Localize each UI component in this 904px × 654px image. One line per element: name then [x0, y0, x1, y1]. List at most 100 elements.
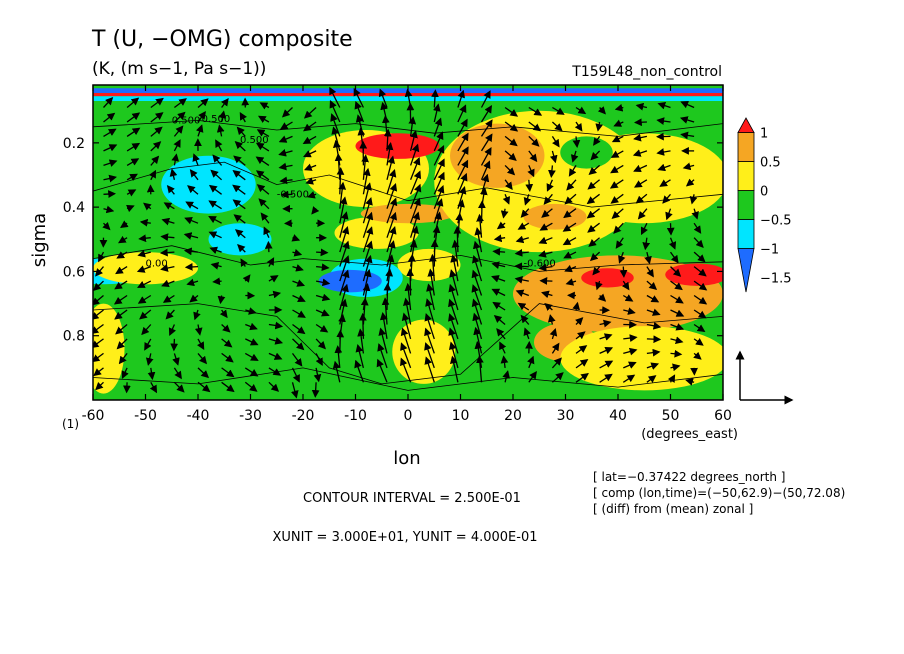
wind-vector [232, 170, 246, 181]
wind-vector [315, 323, 329, 333]
wind-vector [646, 266, 654, 278]
wind-vector [336, 329, 345, 354]
wind-vector [502, 194, 510, 205]
wind-vector [126, 142, 141, 152]
wind-vector [646, 335, 662, 344]
contour-fill-region [560, 326, 723, 391]
wind-vector [102, 221, 111, 231]
contour-fill-region [450, 123, 545, 188]
wind-vector [165, 309, 175, 320]
wind-vector [125, 204, 135, 213]
wind-vector [449, 355, 459, 383]
wind-vector [592, 266, 601, 276]
colorbar-label: 0 [760, 185, 768, 200]
wind-vector [193, 309, 201, 321]
wind-vector [528, 135, 540, 147]
wind-vector [117, 235, 128, 244]
wind-vector [173, 381, 185, 393]
wind-vector [150, 141, 162, 152]
wind-vector [232, 199, 246, 210]
x-tick-label: 30 [557, 408, 575, 424]
wind-vector [575, 359, 589, 369]
wind-vector [693, 294, 708, 305]
wind-vector [514, 276, 529, 284]
wind-vector [103, 190, 116, 198]
wind-vector [551, 136, 560, 148]
wind-vector [233, 214, 246, 224]
wind-vector [168, 324, 177, 336]
wind-vector [589, 251, 601, 262]
wind-vector [632, 149, 648, 157]
wind-vector [291, 367, 300, 383]
wind-vector [523, 194, 532, 206]
wind-vector [150, 112, 164, 123]
wind-vector [311, 382, 320, 398]
wind-vector [303, 107, 317, 119]
wind-vector [162, 294, 175, 303]
wind-vector [208, 200, 222, 210]
wind-vector [599, 360, 614, 369]
wind-vector [520, 314, 530, 325]
wind-vector [244, 381, 258, 392]
wind-vector [587, 222, 600, 233]
wind-vector [538, 250, 553, 258]
wind-vector [406, 268, 415, 296]
wind-vector [173, 111, 186, 123]
wind-vector [266, 257, 275, 267]
wind-vector [528, 150, 538, 163]
wind-vector [144, 338, 152, 351]
wind-vector [646, 362, 660, 370]
wind-vector [160, 233, 175, 241]
wind-vectors [93, 86, 708, 399]
wind-vector [315, 309, 330, 317]
contour-fill-region [355, 133, 440, 159]
colorbar-label: −0.5 [760, 214, 792, 229]
wind-vector [693, 222, 702, 234]
wind-vector [623, 347, 638, 356]
wind-vector [138, 234, 151, 243]
wind-vector [268, 290, 282, 299]
wind-vector [264, 240, 273, 253]
wind-vector [528, 371, 537, 383]
wind-vector [433, 117, 443, 137]
wind-vector [491, 261, 506, 270]
wind-vector [623, 361, 637, 369]
colorbar-label: 0.5 [760, 156, 781, 171]
wind-vector [476, 355, 484, 383]
wind-vector [234, 229, 246, 239]
wind-vector [234, 141, 246, 152]
y-axis-label: sigma [29, 213, 50, 267]
wind-vector [670, 363, 681, 372]
wind-vector [259, 102, 270, 110]
wind-vector [646, 375, 657, 383]
wind-vector [362, 226, 374, 253]
contour-line [93, 367, 723, 391]
wind-vector [210, 169, 223, 181]
wind-vector [619, 266, 628, 278]
wind-vector [113, 294, 128, 305]
wind-vector [268, 381, 280, 392]
wind-vector [315, 338, 326, 350]
wind-vector [278, 149, 293, 157]
wind-vector [197, 367, 210, 379]
wind-vector [541, 290, 553, 299]
wind-vector [633, 133, 648, 142]
wind-vector [149, 381, 158, 394]
wind-vector [480, 147, 492, 166]
wind-vector [621, 280, 630, 291]
wind-vector [668, 237, 677, 250]
wind-vector [504, 135, 518, 147]
wind-vector [595, 280, 603, 291]
wind-vector [693, 323, 706, 333]
wind-vector [150, 97, 164, 109]
wind-vector [502, 370, 510, 383]
wind-vector [572, 136, 581, 148]
wind-vector [170, 338, 179, 352]
contour-label: -0.500 [198, 114, 230, 125]
x-tick-label: 20 [504, 408, 522, 424]
wind-vector [563, 251, 577, 259]
wind-vector [339, 269, 350, 296]
contour-fill-region [318, 269, 382, 293]
wind-vector [670, 294, 684, 304]
